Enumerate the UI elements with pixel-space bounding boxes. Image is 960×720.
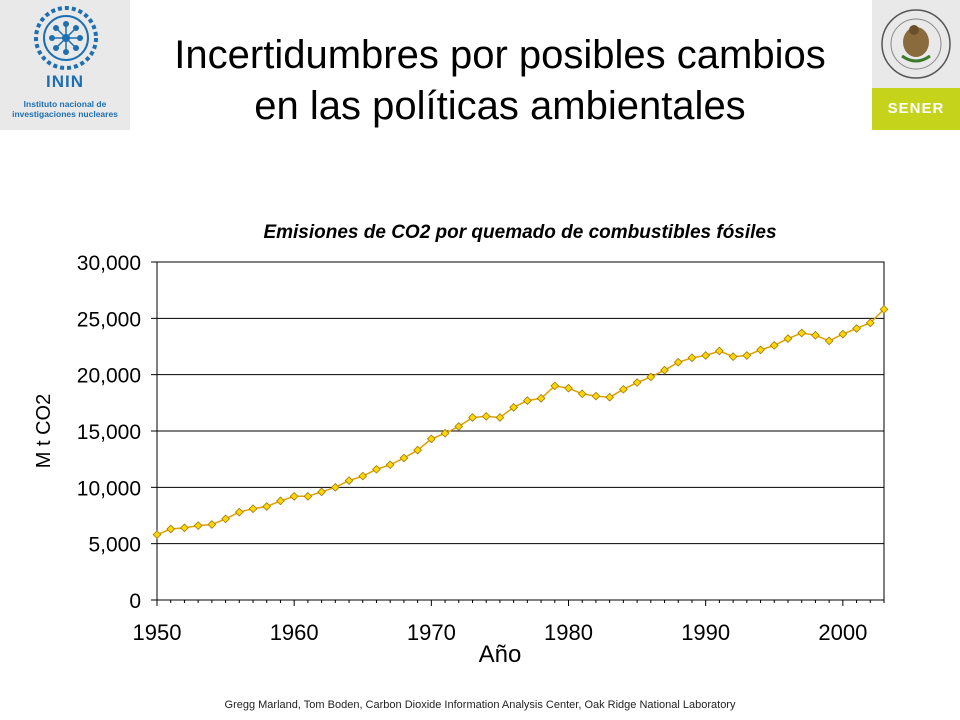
sener-logo: SENER: [872, 0, 960, 130]
y-axis-label: M t CO2: [33, 394, 55, 468]
data-point: [344, 476, 354, 485]
x-tick-label: 2000: [818, 620, 867, 645]
x-tick-label: 1960: [270, 620, 319, 645]
data-point: [509, 402, 519, 412]
data-point: [687, 353, 697, 363]
data-point: [262, 502, 272, 511]
x-axis-label: Año: [479, 641, 522, 668]
data-point: [838, 329, 848, 339]
data-point: [701, 351, 711, 360]
data-point: [852, 324, 861, 333]
inin-logo-subtitle: Instituto nacional de investigaciones nu…: [12, 99, 118, 119]
data-point: [577, 389, 587, 399]
data-point: [330, 482, 340, 492]
chart-title: Emisiones de CO2 por quemado de combusti…: [263, 222, 776, 243]
data-point: [180, 523, 189, 533]
inin-logo: ININ Instituto nacional de investigacion…: [0, 0, 130, 130]
y-tick-label: 15,000: [77, 421, 141, 444]
data-point: [742, 351, 752, 360]
data-point: [660, 365, 669, 375]
data-point: [152, 530, 162, 540]
data-point: [221, 514, 230, 524]
data-point: [399, 453, 409, 463]
data-point: [303, 491, 313, 501]
data-point: [728, 352, 738, 362]
data-point: [481, 411, 491, 421]
data-point: [769, 341, 779, 350]
data-point: [632, 378, 642, 387]
sener-logo-name: SENER: [887, 100, 945, 117]
data-point: [824, 336, 834, 346]
x-tick-label: 1950: [133, 620, 182, 645]
data-point: [440, 428, 450, 438]
data-point: [879, 304, 889, 314]
data-point: [536, 393, 546, 403]
inin-emblem-icon: [34, 6, 98, 70]
data-point: [248, 504, 258, 514]
x-axis-ticks: 1950 1960 1970 1980 1990 2000: [133, 600, 885, 645]
sener-logo-bar: SENER: [872, 88, 960, 130]
data-point: [372, 464, 381, 474]
data-point: [715, 346, 724, 356]
series-co2: [152, 304, 889, 540]
data-point: [811, 330, 820, 340]
data-point: [317, 487, 326, 497]
data-point: [426, 434, 436, 444]
data-point: [385, 460, 395, 470]
data-point: [673, 357, 683, 367]
data-point: [865, 318, 875, 328]
data-point: [358, 471, 368, 481]
data-point: [550, 381, 560, 391]
inin-logo-name: ININ: [46, 72, 84, 91]
slide-title: Incertidumbres por posibles cambios en l…: [174, 33, 826, 128]
y-tick-label: 0: [129, 590, 141, 613]
data-point: [193, 521, 203, 531]
y-axis-ticks: 0 5,000 10,000 15,000 20,000 25,000 30,000: [77, 252, 157, 613]
data-point: [276, 496, 285, 506]
data-point: [646, 372, 656, 382]
data-point: [619, 384, 628, 394]
data-point: [797, 328, 807, 338]
mexico-seal: [872, 0, 960, 88]
data-point: [166, 524, 176, 534]
eagle-seal-icon: [881, 9, 951, 79]
data-point: [413, 445, 422, 455]
x-tick-label: 1980: [544, 620, 593, 645]
x-tick-label: 1990: [681, 620, 730, 645]
y-tick-label: 30,000: [77, 252, 141, 275]
y-tick-label: 20,000: [77, 365, 141, 388]
data-point: [564, 383, 573, 393]
gridlines: [157, 317, 884, 545]
data-point: [756, 345, 765, 355]
data-point: [468, 413, 477, 422]
data-point: [591, 391, 601, 401]
data-point: [605, 392, 615, 402]
data-point: [522, 396, 532, 405]
data-point: [454, 422, 464, 431]
data-point: [495, 413, 505, 422]
data-point: [289, 491, 299, 501]
data-point: [207, 520, 217, 529]
y-tick-label: 10,000: [77, 477, 141, 500]
x-tick-label: 1970: [407, 620, 456, 645]
y-tick-label: 25,000: [77, 308, 141, 331]
y-tick-label: 5,000: [88, 534, 141, 557]
source-credit: Gregg Marland, Tom Boden, Carbon Dioxide…: [224, 699, 736, 711]
data-point: [783, 334, 793, 343]
data-point: [234, 507, 244, 517]
